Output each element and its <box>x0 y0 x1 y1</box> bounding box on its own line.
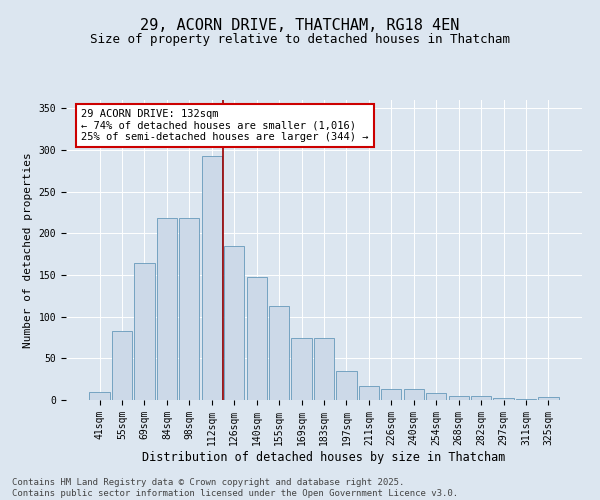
Bar <box>471 396 491 400</box>
Bar <box>314 338 334 400</box>
Bar <box>516 399 536 400</box>
Bar <box>179 218 199 400</box>
Bar <box>292 338 311 400</box>
Bar <box>493 398 514 400</box>
Bar <box>157 218 177 400</box>
Y-axis label: Number of detached properties: Number of detached properties <box>23 152 33 348</box>
Bar <box>337 371 356 400</box>
X-axis label: Distribution of detached houses by size in Thatcham: Distribution of detached houses by size … <box>142 450 506 464</box>
Bar <box>202 156 222 400</box>
Bar <box>134 262 155 400</box>
Text: Contains HM Land Registry data © Crown copyright and database right 2025.
Contai: Contains HM Land Registry data © Crown c… <box>12 478 458 498</box>
Text: Size of property relative to detached houses in Thatcham: Size of property relative to detached ho… <box>90 32 510 46</box>
Bar <box>112 331 132 400</box>
Bar <box>247 276 267 400</box>
Bar <box>269 306 289 400</box>
Bar <box>381 389 401 400</box>
Text: 29, ACORN DRIVE, THATCHAM, RG18 4EN: 29, ACORN DRIVE, THATCHAM, RG18 4EN <box>140 18 460 32</box>
Bar <box>89 392 110 400</box>
Bar <box>538 396 559 400</box>
Bar <box>404 389 424 400</box>
Bar <box>224 246 244 400</box>
Text: 29 ACORN DRIVE: 132sqm
← 74% of detached houses are smaller (1,016)
25% of semi-: 29 ACORN DRIVE: 132sqm ← 74% of detached… <box>82 109 369 142</box>
Bar <box>449 396 469 400</box>
Bar <box>359 386 379 400</box>
Bar <box>426 392 446 400</box>
